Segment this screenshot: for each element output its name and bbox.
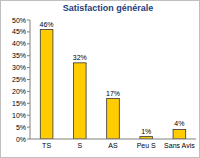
data-label: 1%: [141, 128, 151, 135]
data-label: 32%: [73, 54, 87, 61]
y-axis: [30, 20, 31, 139]
data-label: 17%: [106, 90, 120, 97]
data-label: 46%: [40, 21, 54, 28]
bar: [107, 99, 120, 139]
x-tick-label: TS: [42, 142, 51, 149]
y-tick-label: 40%: [12, 40, 26, 47]
x-axis: [30, 139, 196, 140]
bar: [73, 63, 86, 139]
x-tick-label: Peu S: [137, 142, 156, 149]
bar: [40, 30, 53, 139]
y-tick-label: 10%: [12, 112, 26, 119]
y-tick-label: 30%: [12, 64, 26, 71]
chart-svg: Satisfaction générale 0% 5% 10% 15% 20% 25% 30%…: [0, 0, 200, 158]
y-tick-label: 35%: [12, 52, 26, 59]
bar: [173, 129, 186, 139]
chart-container: Satisfaction générale 0% 5% 10% 15% 20% 25% 30%…: [0, 0, 200, 158]
title: Satisfaction générale: [63, 3, 154, 13]
y-tick-label: 20%: [12, 88, 26, 95]
y-tick-label: 50%: [12, 17, 26, 24]
y-tick-label: 45%: [12, 28, 26, 35]
y-tick-label: 5%: [16, 124, 26, 131]
y-tick-label: 15%: [12, 100, 26, 107]
x-tick-label: S: [77, 142, 82, 149]
y-tick-label: 25%: [12, 76, 26, 83]
y-tick-label: 0%: [16, 136, 26, 143]
data-label: 4%: [174, 120, 184, 127]
bars: [40, 30, 185, 139]
x-tick-label: AS: [108, 142, 118, 149]
chart-frame: [1, 1, 200, 158]
x-tick-label: Sans Avis: [164, 142, 195, 149]
